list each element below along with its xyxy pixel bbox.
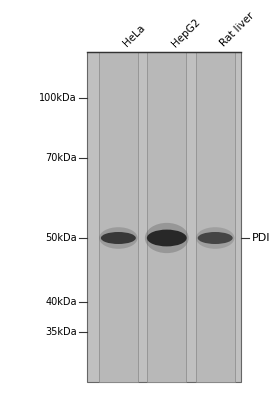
Text: 50kDa: 50kDa [45, 233, 77, 243]
Text: 100kDa: 100kDa [39, 93, 77, 103]
Bar [196, 52, 235, 382]
Ellipse shape [101, 232, 136, 244]
Text: 70kDa: 70kDa [45, 153, 77, 163]
Ellipse shape [145, 223, 189, 253]
Bar [99, 52, 138, 382]
Text: Rat liver: Rat liver [218, 11, 256, 49]
Text: HepG2: HepG2 [169, 17, 202, 49]
Bar [147, 52, 186, 382]
Ellipse shape [147, 230, 187, 246]
Text: 40kDa: 40kDa [45, 297, 77, 307]
Text: HeLa: HeLa [121, 23, 147, 49]
Ellipse shape [99, 227, 137, 249]
Text: 35kDa: 35kDa [45, 327, 77, 337]
Ellipse shape [198, 232, 233, 244]
Bar [87, 52, 241, 382]
Text: PDIA6: PDIA6 [252, 233, 269, 243]
Ellipse shape [196, 227, 234, 249]
